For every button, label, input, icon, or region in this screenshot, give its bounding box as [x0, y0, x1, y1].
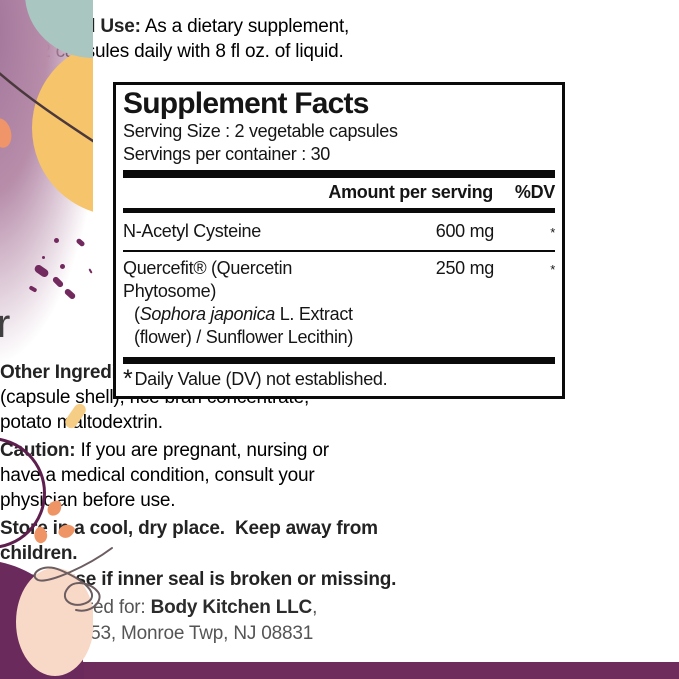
facts-row: N-Acetyl Cysteine 600 mg * [123, 215, 555, 250]
dot [33, 263, 50, 279]
supplement-facts-panel: Supplement Facts Serving Size : 2 vegeta… [113, 82, 565, 399]
divider-bar [123, 208, 555, 213]
divider-bar [123, 357, 555, 364]
ingredient-amount: 600 mg [435, 221, 495, 241]
yellow-bean-shape [62, 401, 89, 431]
dot [88, 268, 93, 274]
divider-bar [123, 170, 555, 178]
dv-header: %DV [514, 182, 555, 202]
facts-footnote: * Daily Value (DV) not established. [123, 365, 388, 393]
dot [28, 285, 38, 293]
orange-petal-shape [46, 498, 63, 518]
seal-warning-text: Do not use if inner seal is broken or mi… [0, 569, 397, 590]
dot [42, 256, 45, 259]
facts-header-row: Amount per serving %DV [123, 180, 555, 206]
botanical-name: Sophora japonica [139, 304, 276, 324]
amount-per-serving-header: Amount per serving [328, 182, 493, 202]
ingredient-name: Quercefit® (Quercetin Phytosome) (Sophor… [123, 258, 354, 347]
ingredient-amount: 250 mg [435, 258, 495, 278]
ingredient-dv: * [550, 225, 555, 240]
asterisk-icon: * [123, 365, 133, 393]
ingredient-dv: * [550, 262, 555, 277]
bottom-accent-bar [0, 662, 679, 679]
dot [75, 237, 86, 248]
orange-petal-shape [56, 520, 77, 542]
serving-size-text: Serving Size : 2 vegetable capsules [123, 121, 398, 141]
cut-off-letter: r [0, 302, 11, 346]
dot [60, 264, 65, 269]
divider-bar [123, 250, 555, 252]
facts-row: Quercefit® (Quercetin Phytosome) (Sophor… [123, 252, 555, 355]
supplement-facts-title: Supplement Facts [123, 87, 369, 120]
dot [54, 238, 59, 243]
brand-name: Body Kitchen LLC [150, 597, 313, 618]
servings-per-container-text: Servings per container : 30 [123, 144, 331, 164]
curved-line-shape [0, 72, 93, 143]
dot [51, 275, 65, 289]
ingredient-name: N-Acetyl Cysteine [123, 221, 261, 241]
dot [63, 287, 77, 301]
decorative-left-strip: r [0, 0, 93, 679]
scribble-lines-shape [33, 547, 113, 612]
peach-blob-shape [16, 568, 93, 676]
